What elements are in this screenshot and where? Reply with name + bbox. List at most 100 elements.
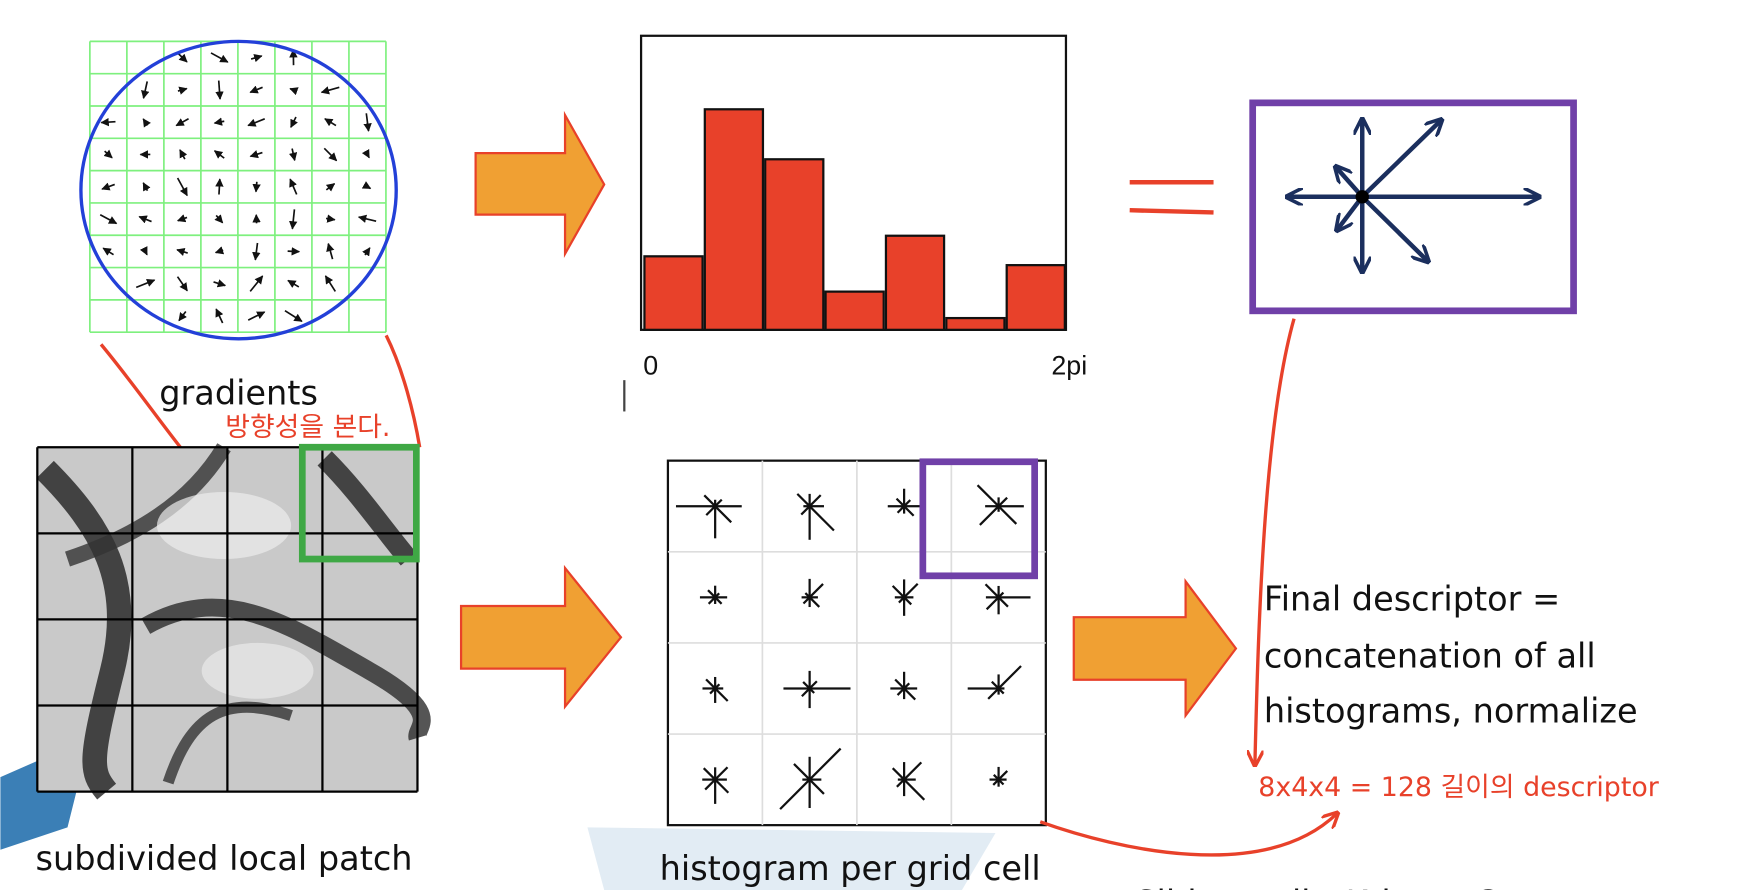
patch-label: subdivided local patch	[35, 839, 412, 878]
gradient-field	[89, 40, 387, 334]
gradient-arrow	[213, 150, 225, 159]
x-end-label: 2pi	[1051, 351, 1087, 381]
cell-bin	[976, 484, 1000, 508]
gradient-arrow	[100, 117, 116, 127]
cell-bin	[705, 678, 716, 690]
gradient-arrow	[213, 117, 225, 126]
gradient-arrow	[361, 148, 370, 159]
gradient-arrow	[361, 181, 372, 190]
gradient-arrow	[252, 181, 261, 193]
cell-bin	[985, 596, 1000, 611]
gradient-arrow	[177, 86, 188, 95]
cell-bin	[895, 497, 905, 508]
cell-bin	[808, 596, 821, 608]
descriptor-line: histograms, normalize	[1264, 691, 1638, 730]
bar	[945, 316, 1006, 331]
gradient-arrow	[247, 118, 266, 127]
gradient-arrow	[142, 118, 151, 128]
gradient-arrow	[325, 214, 336, 223]
gradient-arrow	[210, 52, 229, 63]
cells-label: histogram per grid cell	[660, 849, 1041, 888]
bar	[884, 234, 946, 331]
cell-bin	[707, 589, 716, 599]
cell-bin	[808, 747, 842, 781]
gradient-arrow	[289, 209, 298, 230]
annotation-curve	[1255, 318, 1296, 764]
cell-bin	[903, 596, 913, 606]
cell-bin	[796, 493, 811, 508]
cell-bin	[903, 761, 923, 781]
cell-bin	[903, 687, 917, 701]
highlight-box	[298, 443, 420, 563]
gradient-arrow	[325, 182, 336, 192]
cell-bin	[808, 778, 825, 795]
gradient-arrow	[357, 214, 377, 223]
gradient-arrow	[326, 242, 335, 260]
gradient-arrow	[214, 214, 224, 224]
bar	[643, 255, 704, 331]
gradient-arrow	[249, 275, 264, 292]
cell-bin	[997, 505, 1018, 525]
gradient-arrow	[249, 150, 263, 159]
cell-bin	[997, 778, 1005, 786]
descriptor-note: 8x4x4 = 128 길이의 descriptor	[1258, 772, 1660, 803]
star-center	[1355, 190, 1369, 204]
gradient-arrow	[176, 247, 188, 256]
cell-bin	[714, 505, 733, 524]
cell-bin	[991, 680, 1000, 690]
gradient-arrow	[175, 117, 189, 127]
gradient-circle	[79, 39, 398, 341]
gradient-arrow	[103, 149, 113, 159]
gradients-label: gradients	[159, 374, 318, 413]
gradient-arrow	[177, 52, 188, 63]
cell-bin	[779, 778, 811, 810]
annotation-curve	[384, 334, 422, 448]
cell-bin	[800, 505, 811, 516]
cell-bin	[987, 687, 1000, 700]
cell-bin	[714, 766, 729, 781]
gradient-arrow	[215, 178, 224, 195]
cell-bin	[891, 585, 905, 599]
gradient-arrow	[289, 178, 298, 195]
equals-sign	[1129, 207, 1214, 215]
gradient-arrow	[141, 81, 150, 100]
cell-bin	[891, 767, 905, 781]
cell-bin	[997, 496, 1008, 508]
deco-shape	[587, 827, 996, 890]
gradient-arrow	[215, 308, 224, 324]
gradient-arrow	[139, 246, 148, 256]
gradient-arrow	[138, 215, 152, 224]
gradient-arrow	[287, 279, 300, 288]
cell-bin	[808, 687, 815, 694]
gradient-arrow	[215, 80, 224, 100]
gradient-arrow	[213, 279, 227, 288]
gradient-arrow	[324, 118, 337, 127]
gradient-arrow	[249, 85, 263, 94]
cell-bin	[894, 678, 905, 690]
highlight-box	[919, 458, 1039, 580]
gradient-arrow	[102, 247, 114, 256]
gradient-arrow	[101, 182, 115, 191]
cell-bin	[702, 767, 716, 781]
gradient-arrow	[179, 149, 188, 160]
cell-bin	[808, 505, 835, 532]
orientation-star	[1288, 121, 1537, 271]
cell-bin	[793, 763, 811, 781]
cell-bin	[714, 687, 729, 702]
cell-bin	[808, 680, 818, 690]
bar	[824, 290, 885, 331]
cell-bin	[808, 583, 824, 599]
gradient-arrow	[288, 148, 298, 162]
cell-bin	[703, 494, 716, 508]
gradient-arrow	[287, 247, 301, 256]
cell-bin	[984, 583, 1000, 599]
bar	[764, 158, 825, 331]
gradient-arrow	[247, 311, 266, 321]
cell-bin	[704, 778, 716, 791]
gradient-arrow	[323, 147, 338, 162]
annotation-curve	[1039, 814, 1336, 857]
credit: Slide credit: Kristen Grauman	[1135, 884, 1630, 890]
gradient-arrow	[289, 87, 299, 96]
